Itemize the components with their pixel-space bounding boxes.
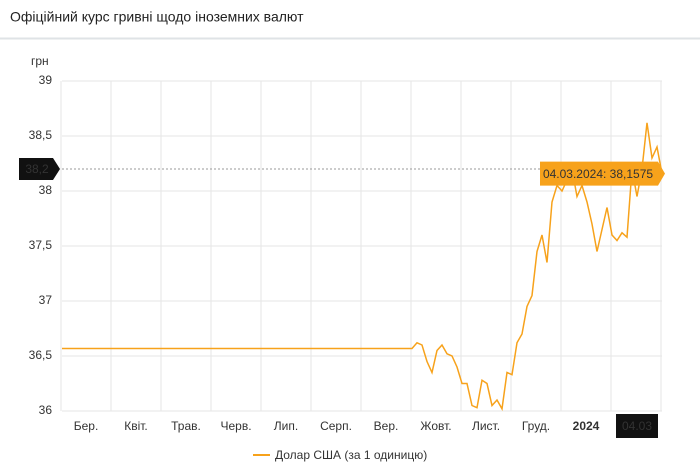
tooltip-box bbox=[540, 161, 665, 186]
y-tick-label: 38 bbox=[39, 183, 53, 197]
x-tick-label: Трав. bbox=[171, 419, 201, 433]
x-tick-label: 04.03 bbox=[622, 419, 652, 433]
y-axis-label: грн bbox=[31, 54, 49, 68]
x-tick-label: Квіт. bbox=[124, 419, 148, 433]
x-tick-label: Груд. bbox=[522, 419, 550, 433]
crosshair-label: 38,2 bbox=[25, 162, 49, 176]
y-tick-label: 38,5 bbox=[29, 128, 53, 142]
x-tick-label: 2024 bbox=[573, 419, 600, 433]
x-tick-label: Серп. bbox=[320, 419, 352, 433]
header bbox=[0, 0, 700, 38]
x-tick-label: Вер. bbox=[374, 419, 399, 433]
x-tick-label: Бер. bbox=[74, 419, 99, 433]
y-tick-label: 37,5 bbox=[29, 238, 53, 252]
series-line bbox=[62, 122, 663, 412]
y-tick-label: 36,5 bbox=[29, 348, 53, 362]
legend-label: Долар США (за 1 одиницю) bbox=[275, 448, 427, 462]
y-tick-label: 37 bbox=[39, 293, 53, 307]
x-tick-label: Жовт. bbox=[420, 419, 451, 433]
x-tick-label: Лип. bbox=[274, 419, 298, 433]
x-tick-label: Лист. bbox=[472, 419, 500, 433]
crosshair-box bbox=[19, 158, 60, 180]
y-tick-label: 36 bbox=[39, 403, 53, 417]
y-tick-label: 39 bbox=[39, 73, 53, 87]
chart-title: Офіційний курс гривні щодо іноземних вал… bbox=[10, 9, 304, 25]
x-cursor-box bbox=[616, 414, 658, 438]
tooltip-text: 04.03.2024: 38,1575 bbox=[543, 167, 653, 181]
x-tick-label: Черв. bbox=[220, 419, 251, 433]
